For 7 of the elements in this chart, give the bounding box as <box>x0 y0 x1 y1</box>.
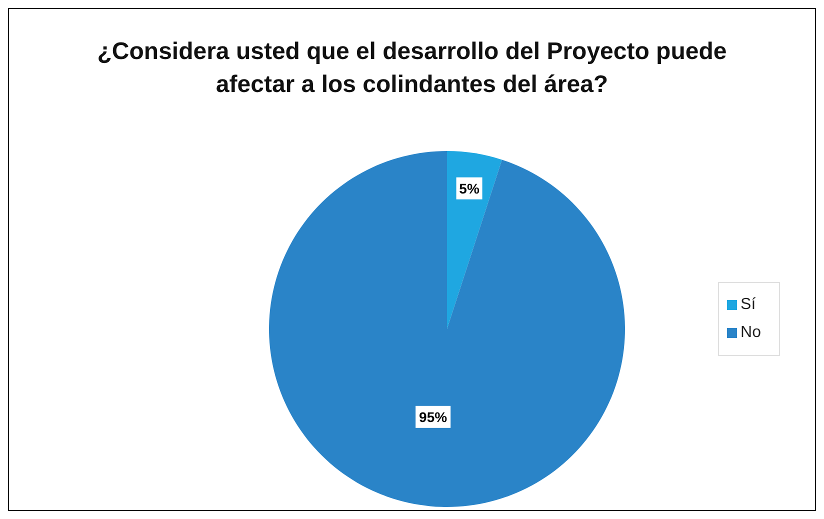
legend-label: No <box>740 324 761 341</box>
data-label: 95% <box>419 408 448 425</box>
pie-slice <box>447 151 502 329</box>
pie-slice <box>269 151 625 507</box>
data-label: 5% <box>459 180 480 196</box>
chart-title: ¿Considera usted que el desarrollo del Proyecto puede afectar a los colindantes del área? <box>96 37 728 100</box>
legend-label: Sí <box>740 296 756 313</box>
